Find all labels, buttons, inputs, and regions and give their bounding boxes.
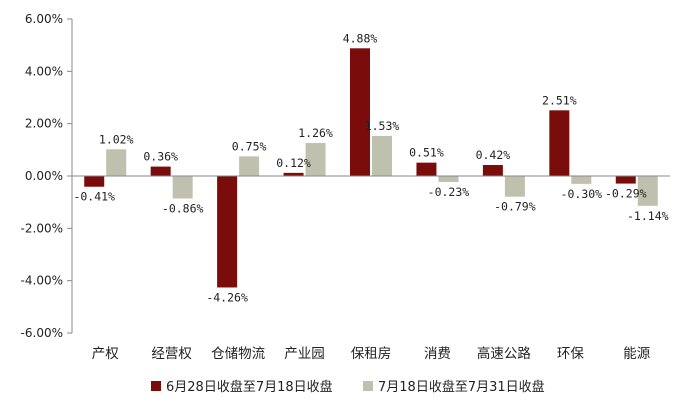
category-label: 高速公路	[477, 345, 531, 362]
bar-series-1	[150, 166, 171, 176]
data-label: 2.51%	[542, 93, 577, 107]
category-label: 保租房	[351, 346, 392, 362]
legend: 6月28日收盘至7月18日收盘 7月18日收盘至7月31日收盘	[151, 379, 545, 395]
legend-swatch-2	[363, 381, 373, 391]
data-label: 1.53%	[365, 119, 400, 133]
y-tick-label: 6.00%	[25, 12, 63, 26]
data-label: 1.02%	[99, 132, 134, 146]
category-label: 仓储物流	[211, 346, 265, 362]
data-label: -0.23%	[428, 185, 470, 199]
data-label: -0.29%	[605, 187, 647, 201]
y-tick-label: -6.00%	[21, 326, 63, 340]
bar-series-1	[350, 48, 370, 176]
data-label: -0.41%	[73, 190, 115, 204]
data-label: -1.14%	[627, 209, 669, 223]
category-label: 环保	[557, 346, 584, 362]
bar-series-2	[637, 176, 658, 206]
bar-series-2	[106, 149, 127, 176]
x-axis-categories: 产权 经营权 仓储物流 产业园 保租房 消费 高速公路 环保 能源	[92, 345, 651, 362]
data-label: -0.30%	[561, 187, 603, 201]
bar-series-1	[549, 110, 570, 176]
data-label: 0.42%	[476, 148, 511, 162]
legend-label-1: 6月28日收盘至7月18日收盘	[166, 379, 333, 395]
y-tick-label: 0.00%	[25, 169, 63, 183]
category-label: 能源	[623, 346, 650, 362]
y-tick-label: 2.00%	[25, 117, 63, 131]
data-label: 0.12%	[276, 156, 311, 170]
data-label: -0.86%	[162, 202, 204, 216]
data-label: -4.26%	[206, 290, 248, 304]
bar-series-1	[283, 172, 304, 176]
data-label: 0.75%	[232, 139, 267, 153]
bar-series-1	[482, 165, 503, 176]
category-label: 经营权	[151, 345, 192, 362]
bar-series-1	[416, 162, 437, 176]
data-label: -0.79%	[494, 200, 536, 214]
y-tick-label: -4.00%	[21, 274, 63, 288]
data-label: 0.36%	[143, 150, 178, 164]
legend-label-2: 7月18日收盘至7月31日收盘	[378, 379, 545, 395]
data-labels: -0.41% 1.02% 0.36% -0.86% -4.26% 0.75% 0.12% 1.…	[73, 31, 668, 304]
data-label: 1.26%	[298, 126, 333, 140]
category-label: 产业园	[284, 346, 325, 362]
bars	[84, 48, 658, 288]
y-tick-label: -2.00%	[21, 221, 63, 235]
category-label: 消费	[424, 346, 451, 362]
bar-series-1	[217, 176, 238, 288]
bar-series-2	[438, 176, 459, 183]
y-axis: 6.00% 4.00% 2.00% 0.00% -2.00% -4.00% -6.00%	[21, 12, 73, 340]
y-tick-label: 4.00%	[25, 64, 63, 78]
bar-series-2	[372, 135, 392, 176]
bar-series-1	[615, 176, 636, 184]
bar-series-2	[571, 176, 592, 184]
bar-series-2	[239, 156, 260, 176]
bar-series-1	[84, 176, 105, 187]
data-label: 0.51%	[409, 146, 444, 160]
bar-series-2	[504, 176, 525, 197]
legend-swatch-1	[151, 381, 161, 391]
bar-series-2	[172, 176, 193, 199]
data-label: 4.88%	[343, 31, 378, 45]
category-label: 产权	[92, 345, 119, 362]
bar-series-2	[305, 143, 326, 176]
